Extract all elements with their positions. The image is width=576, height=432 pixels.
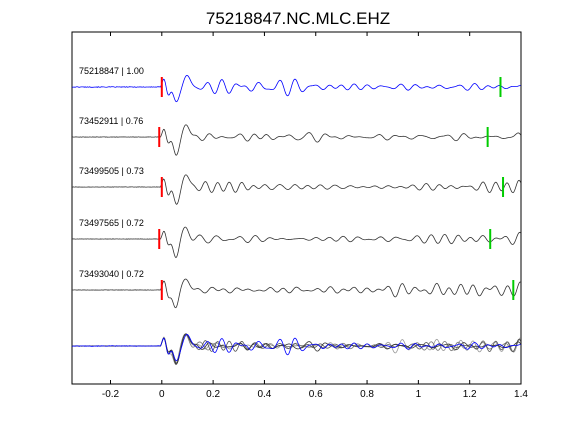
overlay-line-1 [71, 334, 521, 362]
x-tick-label-9: 1.4 [514, 389, 528, 400]
x-tick-label-8: 1.2 [463, 389, 477, 400]
trace-line-2 [71, 124, 522, 156]
pick-group [158, 77, 515, 300]
trace-line-5 [71, 278, 521, 309]
trace-label-2: 73452911 | 0.76 [79, 116, 143, 126]
trace-label-3: 73499505 | 0.73 [79, 166, 144, 176]
trace-line-3 [71, 174, 522, 205]
trace-group [71, 75, 522, 309]
trace-label-5: 73493040 | 0.72 [79, 269, 144, 279]
x-tick-label-4: 0.4 [257, 389, 271, 400]
trace-label-1: 75218847 | 1.00 [79, 66, 144, 76]
overlay-group [71, 333, 522, 366]
x-tick-label-1: -0.2 [102, 389, 120, 400]
trace-line-1 [71, 75, 521, 103]
x-axis: -0.2 0 0.2 0.4 0.6 0.8 1 1.2 1.4 [102, 32, 528, 400]
trace-line-4 [71, 226, 521, 259]
chart-title: 75218847.NC.MLC.EHZ [206, 9, 390, 28]
x-tick-label-2: 0 [159, 389, 165, 400]
plot-area [71, 31, 522, 385]
x-tick-label-3: 0.2 [206, 389, 220, 400]
x-tick-label-5: 0.6 [309, 389, 323, 400]
trace-label-4: 73497565 | 0.72 [79, 218, 144, 228]
x-tick-label-6: 0.8 [360, 389, 374, 400]
x-tick-label-7: 1 [416, 389, 422, 400]
trace-label-group: 75218847 | 1.00 73452911 | 0.76 73499505 |… [79, 66, 144, 279]
